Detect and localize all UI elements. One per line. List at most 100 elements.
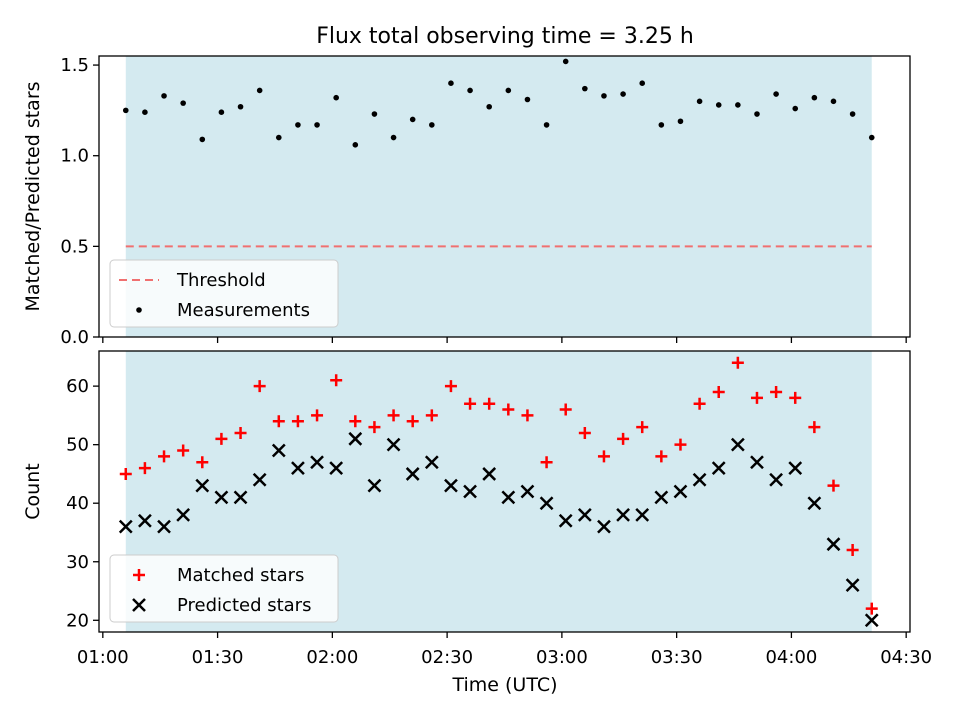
- data-point-measurements: [371, 111, 378, 117]
- data-point-measurements: [639, 80, 646, 86]
- legend-symbol: [133, 569, 145, 581]
- data-point-matched-stars: [330, 374, 343, 387]
- data-point-predicted-stars: [348, 431, 363, 446]
- data-point-matched-stars: [291, 415, 304, 428]
- data-point-predicted-stars: [118, 519, 133, 534]
- data-point-measurements: [199, 136, 206, 143]
- data-point-matched-stars: [253, 380, 266, 393]
- data-point-matched-stars: [464, 397, 477, 410]
- data-point-measurements: [524, 96, 531, 103]
- data-point-predicted-stars: [673, 484, 688, 499]
- data-point-predicted-stars: [826, 537, 841, 552]
- data-point-matched-stars: [578, 426, 591, 439]
- data-point-measurements: [390, 134, 397, 141]
- data-point-predicted-stars: [520, 484, 535, 499]
- data-point-predicted-stars: [711, 461, 726, 475]
- top-panel: 0.0 0.5 1.0 1.5 Matched/Predicted stars Thres…: [22, 55, 911, 348]
- data-point-measurements: [218, 109, 225, 115]
- data-point-predicted-stars: [539, 496, 554, 511]
- data-point-predicted-stars: [597, 519, 611, 534]
- data-point-measurements: [601, 93, 607, 99]
- data-point-matched-stars: [311, 409, 324, 422]
- data-point-predicted-stars: [233, 490, 248, 505]
- y-tick-label: 60: [66, 376, 89, 397]
- chart-title: Flux total observing time = 3.25 h: [316, 24, 694, 49]
- data-point-measurements: [448, 80, 454, 86]
- data-point-predicted-stars: [635, 508, 650, 522]
- data-point-measurements: [868, 134, 875, 141]
- data-point-predicted-stars: [577, 508, 592, 522]
- data-point-measurements: [409, 116, 416, 123]
- data-point-predicted-stars: [252, 472, 267, 487]
- data-point-measurements: [582, 85, 588, 92]
- data-point-measurements: [658, 122, 665, 128]
- data-point-predicted-stars: [444, 478, 458, 493]
- data-point-matched-stars: [368, 421, 381, 434]
- data-point-matched-stars: [865, 602, 878, 615]
- data-point-measurements: [429, 122, 435, 128]
- data-point-measurements: [677, 118, 684, 125]
- y-axis-label: Count: [22, 463, 44, 519]
- data-point-matched-stars: [272, 415, 285, 428]
- data-point-matched-stars: [158, 450, 171, 463]
- data-point-matched-stars: [177, 444, 190, 457]
- x-tick-label: 04:30: [880, 647, 932, 668]
- data-point-predicted-stars: [214, 490, 229, 505]
- data-point-measurements: [773, 91, 779, 97]
- data-point-matched-stars: [444, 380, 457, 393]
- data-point-measurements: [620, 91, 626, 97]
- data-point-measurements: [142, 109, 148, 115]
- data-point-predicted-stars: [176, 508, 191, 522]
- x-tick-label: 03:00: [536, 647, 588, 668]
- data-point-measurements: [696, 98, 703, 105]
- data-point-predicted-stars: [424, 455, 439, 470]
- data-point-measurements: [275, 134, 282, 141]
- data-point-predicted-stars: [195, 478, 210, 493]
- x-tick-label: 02:00: [306, 647, 358, 668]
- data-point-matched-stars: [387, 409, 400, 422]
- data-point-predicted-stars: [405, 467, 420, 481]
- legend-symbol: [136, 307, 142, 313]
- data-point-predicted-stars: [807, 496, 822, 511]
- data-point-matched-stars: [846, 544, 859, 557]
- legend-label: Threshold: [176, 270, 266, 291]
- x-tick-label: 04:00: [765, 647, 817, 668]
- data-point-predicted-stars: [730, 437, 745, 452]
- plot-frame: [98, 55, 911, 338]
- data-point-matched-stars: [827, 479, 840, 492]
- x-tick-label: 01:30: [192, 647, 244, 668]
- data-point-measurements: [314, 122, 320, 128]
- y-tick-label: 20: [66, 610, 89, 631]
- data-point-predicted-stars: [501, 490, 516, 505]
- data-point-matched-stars: [674, 438, 687, 451]
- data-point-matched-stars: [119, 467, 132, 480]
- data-point-predicted-stars: [845, 578, 860, 593]
- data-point-predicted-stars: [864, 613, 879, 628]
- data-point-matched-stars: [731, 356, 744, 369]
- y-tick-label: 0.0: [60, 327, 89, 348]
- data-point-predicted-stars: [367, 478, 382, 493]
- data-point-matched-stars: [770, 385, 783, 398]
- data-point-predicted-stars: [692, 472, 707, 487]
- legend-box: [109, 259, 339, 328]
- plot-frame: [98, 350, 911, 633]
- data-point-predicted-stars: [769, 472, 783, 487]
- data-point-matched-stars: [617, 432, 630, 445]
- data-point-predicted-stars: [558, 513, 573, 528]
- y-tick-label: 0.5: [60, 236, 89, 257]
- data-point-matched-stars: [655, 450, 668, 463]
- data-point-matched-stars: [750, 391, 763, 404]
- data-point-matched-stars: [502, 403, 515, 416]
- x-tick-label: 02:30: [421, 647, 473, 668]
- data-point-matched-stars: [693, 397, 706, 410]
- data-point-predicted-stars: [291, 461, 305, 475]
- data-point-matched-stars: [559, 403, 572, 416]
- data-point-predicted-stars: [271, 443, 286, 458]
- data-point-predicted-stars: [329, 461, 344, 475]
- x-axis-label: Time (UTC): [451, 674, 557, 696]
- data-point-measurements: [161, 93, 167, 99]
- data-point-predicted-stars: [788, 461, 803, 475]
- data-point-measurements: [295, 122, 301, 128]
- data-point-predicted-stars: [750, 455, 764, 470]
